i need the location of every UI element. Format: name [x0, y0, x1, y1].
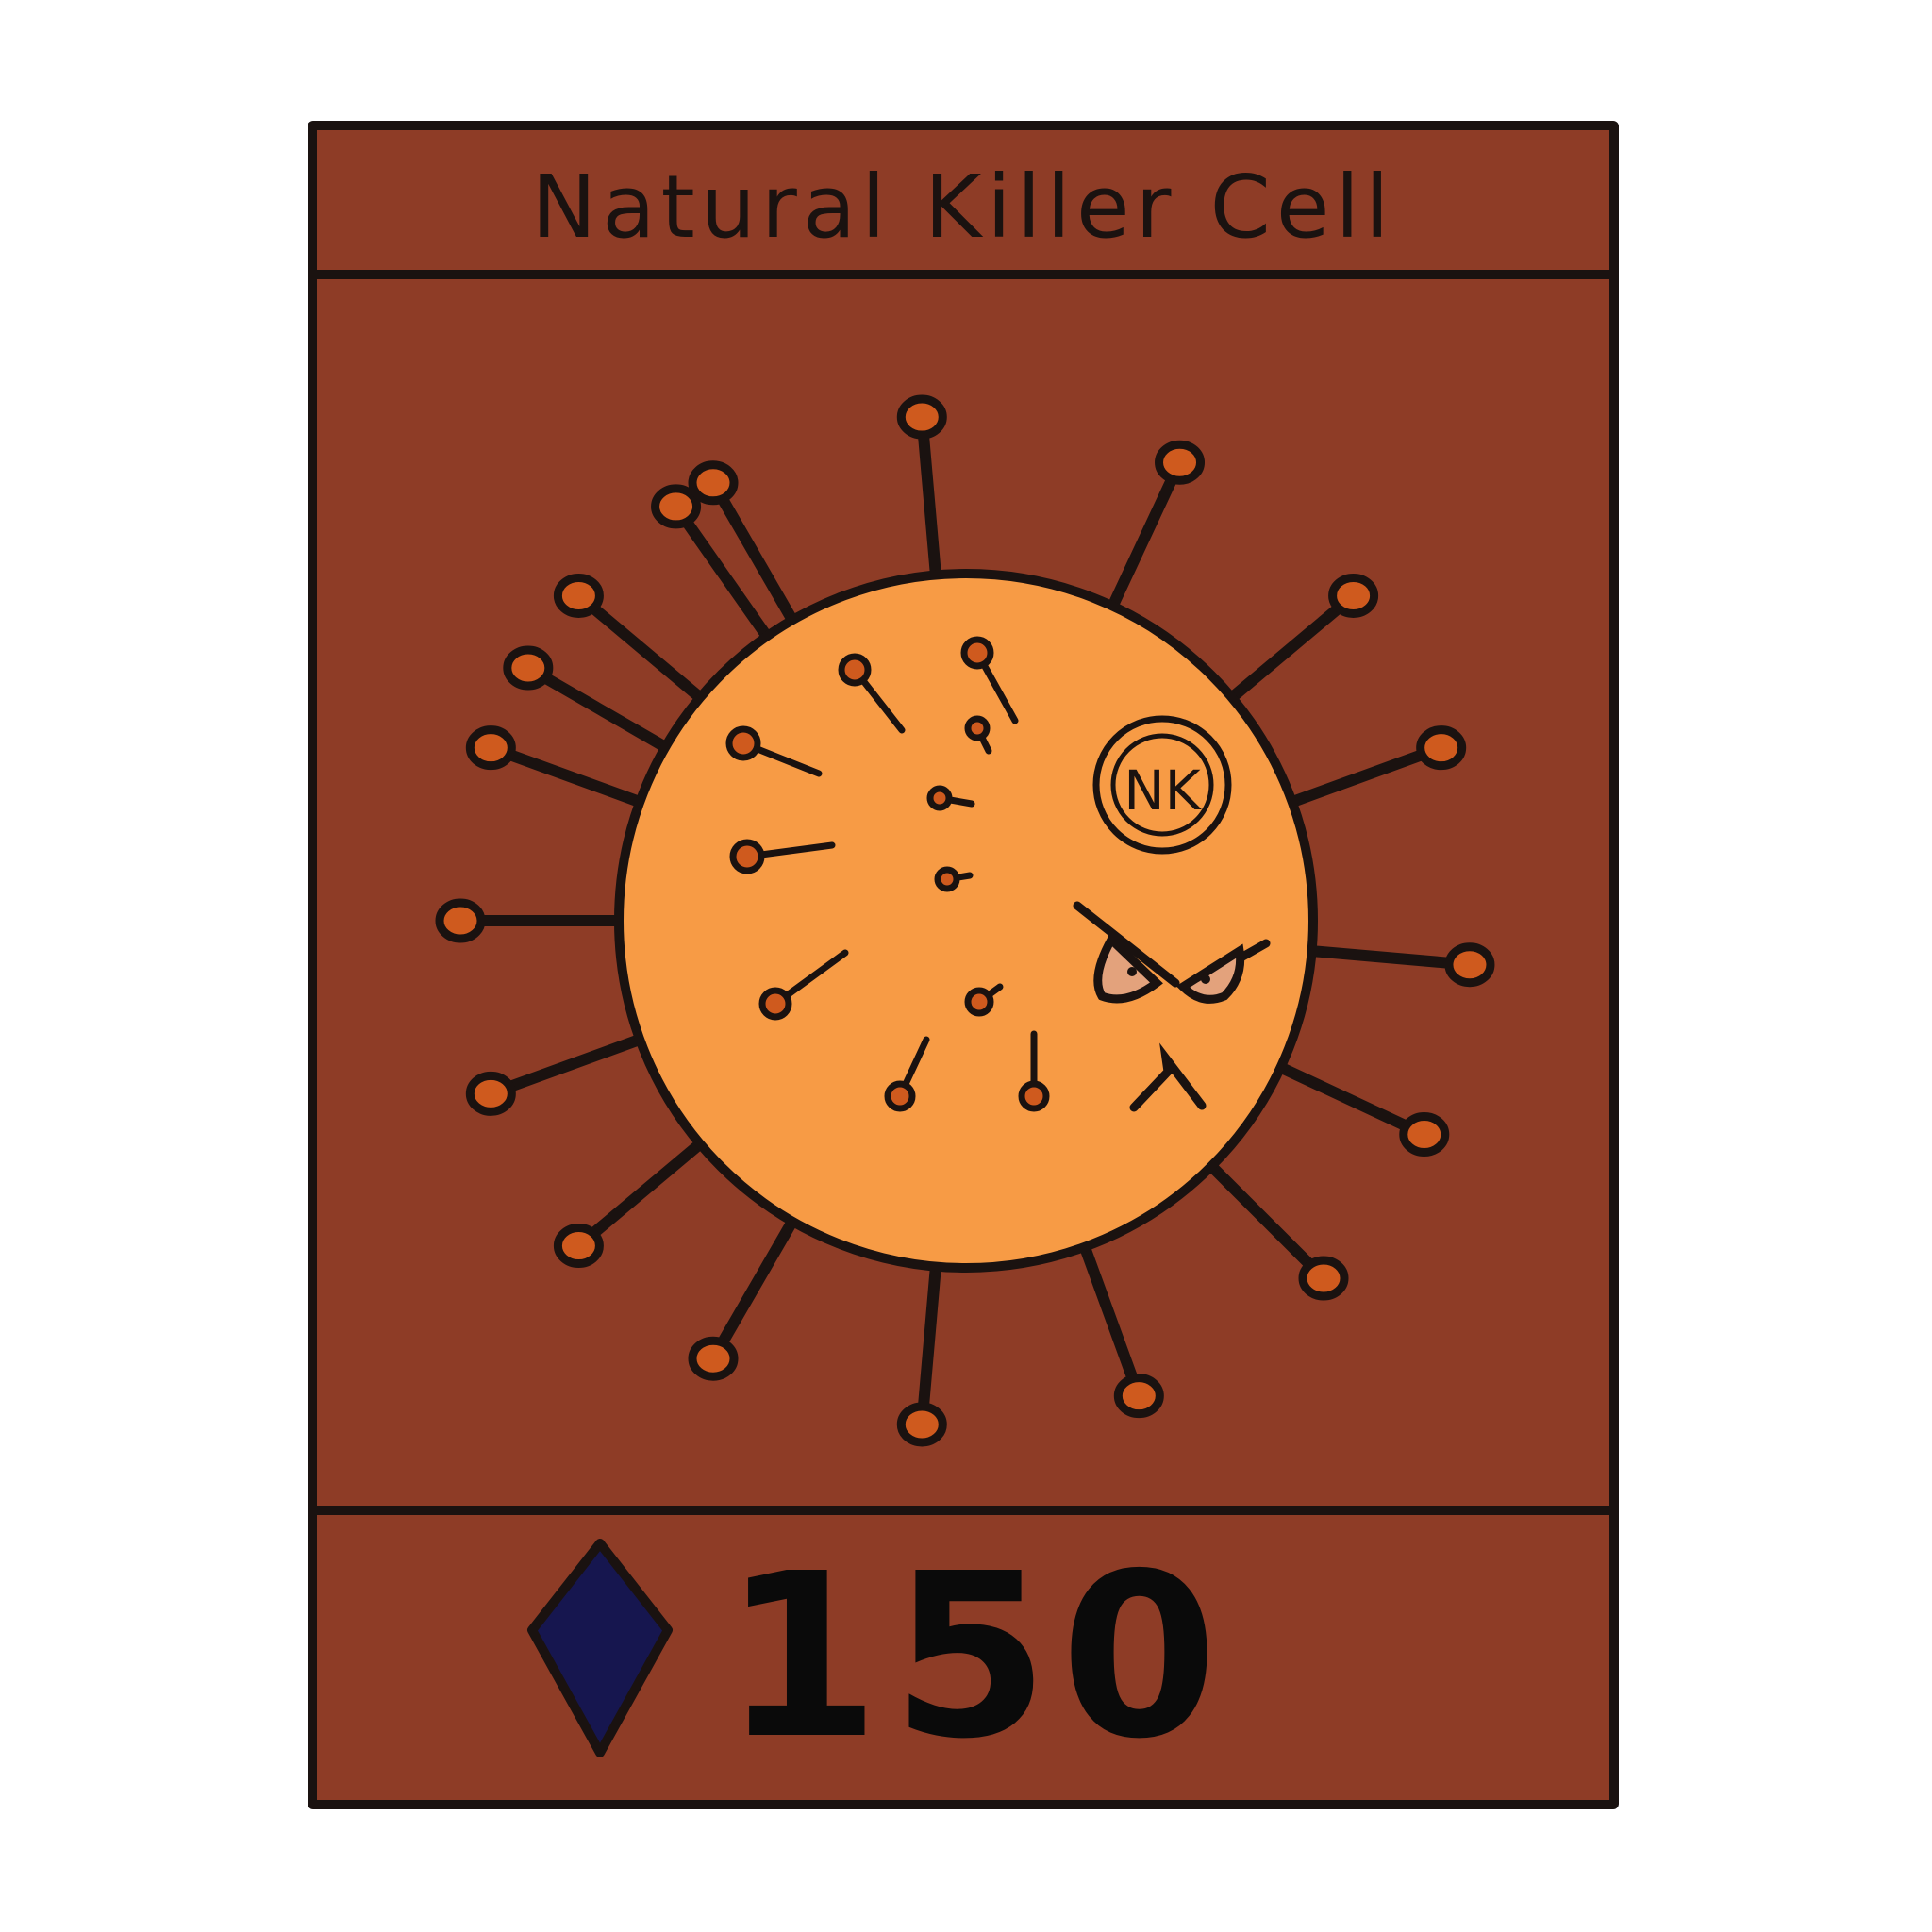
surface-receptor-knob: [838, 653, 872, 687]
receptor-spike-stalk: [716, 1208, 803, 1350]
surface-receptor-knob: [934, 866, 960, 892]
surface-receptor-knob: [1018, 1080, 1050, 1112]
receptor-spike-knob: [688, 1336, 739, 1381]
receptor-spike-knob: [1298, 1256, 1349, 1301]
nk-cell-illustration: NK: [435, 394, 1495, 1447]
receptor-spike-knob: [1113, 1374, 1164, 1419]
surface-receptor-knob: [729, 839, 765, 874]
receptor-spike-knob: [465, 725, 516, 771]
cell-body: [614, 569, 1318, 1273]
card-artwork-frame: NK: [317, 279, 1609, 1515]
receptor-spike-stalk: [1266, 1058, 1415, 1133]
receptor-spike-knob: [1328, 573, 1379, 618]
surface-receptor-knob: [758, 987, 792, 1021]
receptor-spike-knob: [1416, 725, 1467, 771]
surface-receptor-knob: [725, 725, 761, 761]
receptor-spike-stalk: [917, 427, 942, 591]
receptor-spike-stalk: [1199, 1154, 1318, 1273]
receptor-spike-knob: [651, 484, 702, 529]
receptor-spike-knob: [553, 573, 604, 618]
receptor-spike-stalk: [917, 1251, 942, 1414]
surface-receptor-knob: [926, 785, 953, 811]
card[interactable]: Natural Killer Cell NK: [308, 121, 1619, 1809]
surface-receptors: [725, 636, 1050, 1112]
receptor-spike-knob: [896, 1402, 947, 1447]
receptor-spike-stalk: [1103, 472, 1178, 621]
receptor-spike-stalk: [679, 514, 778, 650]
right-eye: [1175, 943, 1245, 1004]
receptor-spike-stalk: [537, 671, 679, 758]
receptor-spike-stalk: [501, 1030, 655, 1094]
surface-receptor-knob: [964, 987, 994, 1017]
receptor-spike-stalk: [1277, 747, 1431, 811]
nk-badge-label: NK: [1124, 758, 1202, 823]
receptor-spike-stalk: [586, 1132, 713, 1241]
card-cost: 150: [723, 1524, 1229, 1789]
left-eye: [1093, 932, 1163, 1004]
card-title-band: Natural Killer Cell: [317, 130, 1609, 279]
surface-receptor-knob: [884, 1080, 916, 1112]
receptor-spike-knob: [1444, 942, 1495, 988]
receptor-spike-stalk: [1219, 601, 1346, 709]
angry-face: [1073, 901, 1271, 1112]
receptor-spike-knob: [435, 898, 486, 943]
receptor-spike-knob: [503, 645, 554, 691]
receptor-spike-knob: [688, 460, 739, 506]
receptor-spike-stalk: [716, 491, 803, 634]
card-title: Natural Killer Cell: [531, 157, 1395, 258]
receptor-spike-knob: [465, 1071, 516, 1116]
left-eyebrow: [1073, 901, 1180, 988]
nk-badge: NK: [1092, 715, 1232, 855]
receptor-spike-stalk: [586, 601, 713, 709]
surface-receptor-knob: [960, 636, 994, 670]
receptor-spike-stalk: [1075, 1232, 1140, 1386]
card-cost-band: 150: [317, 1515, 1609, 1800]
mouth: [1129, 1042, 1207, 1112]
receptor-spike-knob: [1155, 440, 1206, 485]
receptor-spike-stalk: [1296, 944, 1459, 970]
receptor-spike-stalk: [501, 747, 655, 811]
gem-diamond-icon: [527, 1539, 673, 1757]
surface-receptor-knob: [964, 715, 991, 741]
receptor-spikes: [435, 394, 1495, 1447]
receptor-spike-knob: [896, 394, 947, 440]
receptor-spike-knob: [1399, 1112, 1450, 1158]
receptor-spike-knob: [553, 1224, 604, 1269]
